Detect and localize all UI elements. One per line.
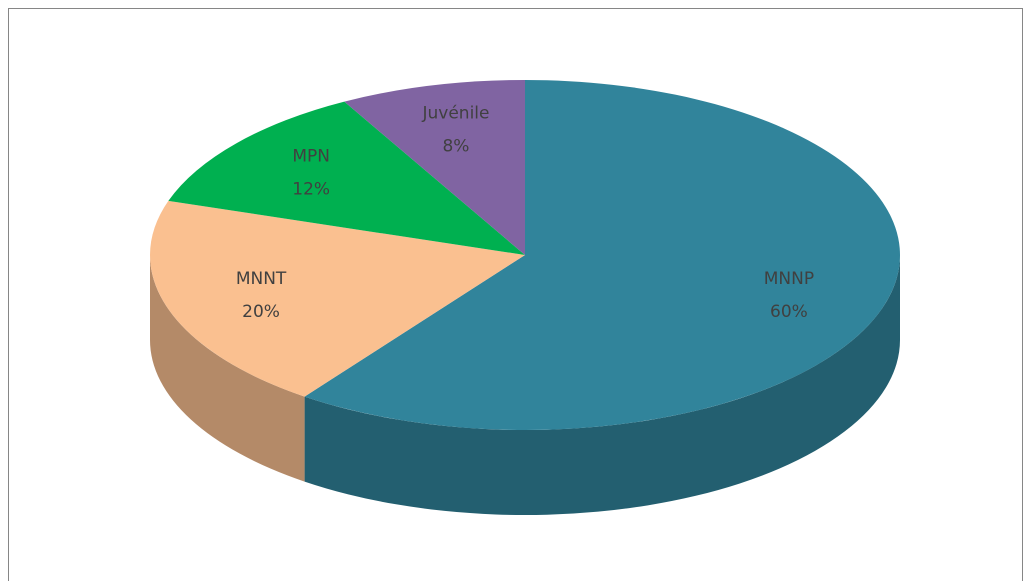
slice-label-name: MNNT xyxy=(236,269,287,289)
slice-label-value: 60% xyxy=(770,302,808,322)
pie-slice xyxy=(304,80,901,430)
slice-label-name: MPN xyxy=(292,146,330,166)
slice-label-name: MNNP xyxy=(764,269,814,289)
pie-side xyxy=(304,255,900,515)
slice-label-value: 20% xyxy=(242,302,280,322)
slice-label-name: Juvénile xyxy=(421,104,489,124)
pie-slice xyxy=(344,80,525,255)
pie-slice xyxy=(168,101,525,255)
slice-label-value: 8% xyxy=(442,137,469,157)
pie-slice xyxy=(150,200,525,397)
slice-label-value: 12% xyxy=(292,179,330,199)
pie-side xyxy=(150,255,305,482)
